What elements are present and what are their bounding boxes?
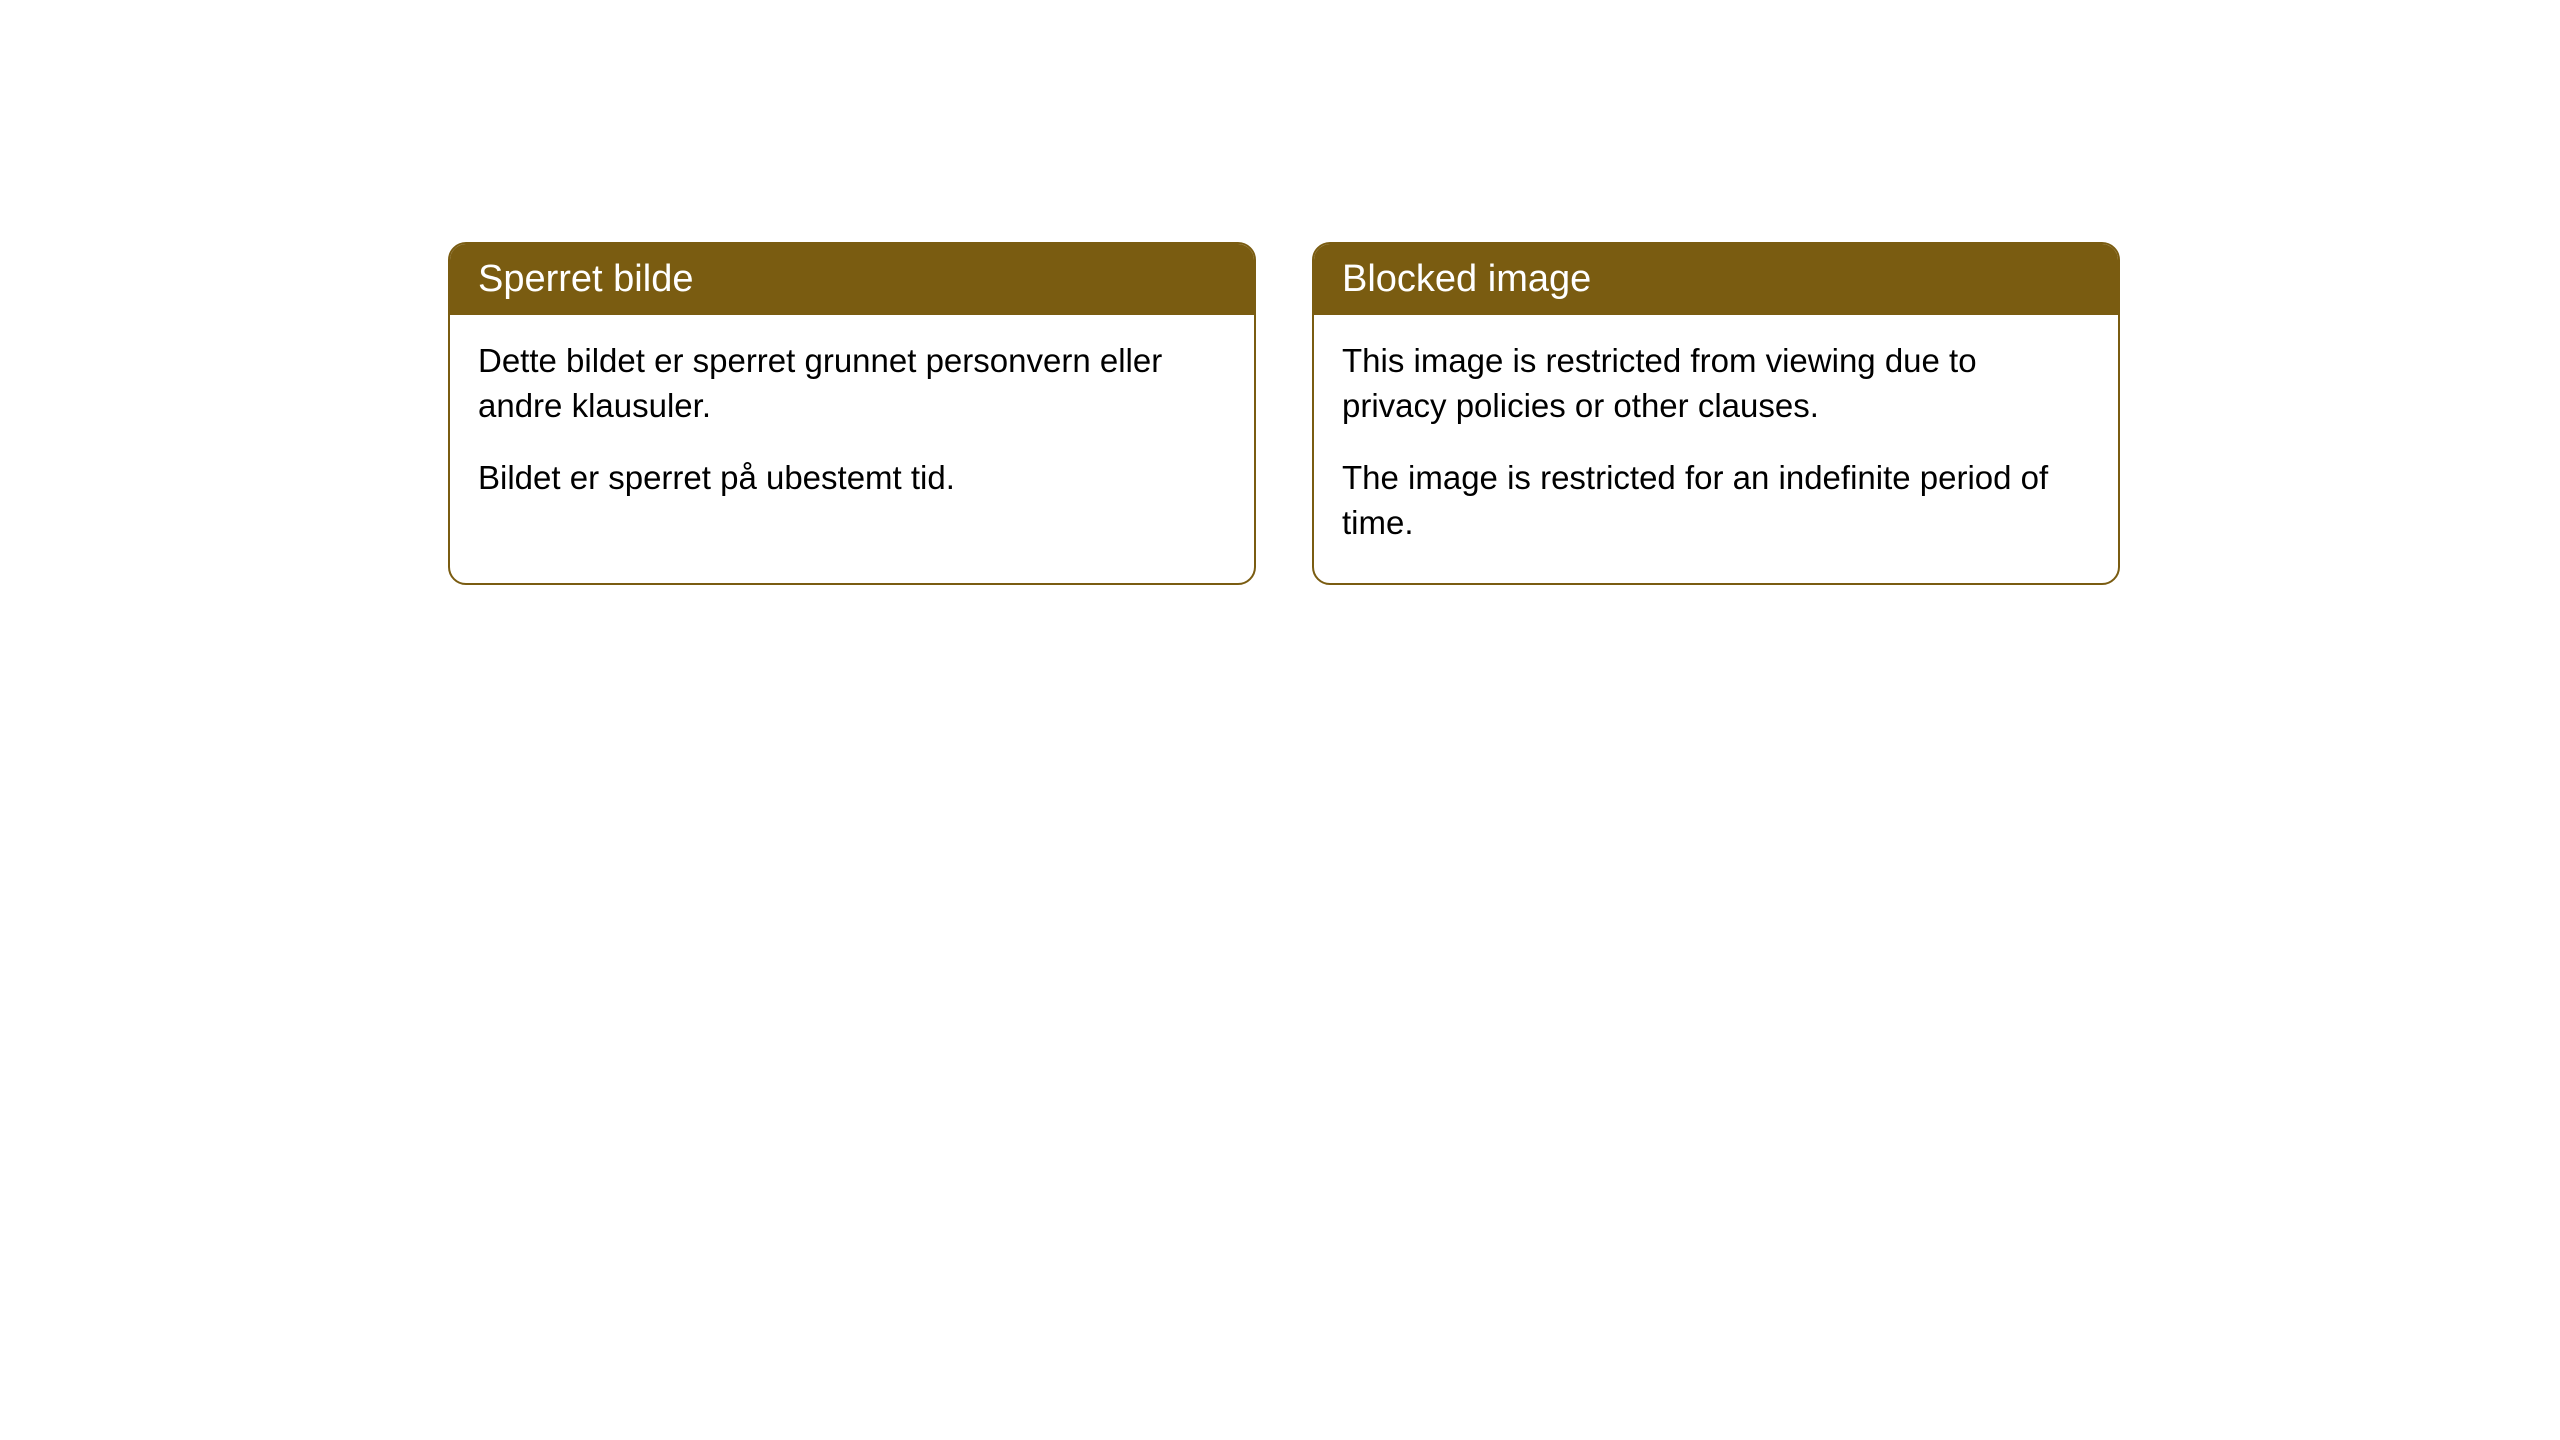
card-title: Sperret bilde [478,258,693,300]
blocked-image-card-norwegian: Sperret bilde Dette bildet er sperret gr… [448,242,1256,585]
card-header: Sperret bilde [450,244,1254,315]
card-paragraph-2: Bildet er sperret på ubestemt tid. [478,456,1226,501]
card-body: Dette bildet er sperret grunnet personve… [450,315,1254,539]
card-paragraph-1: Dette bildet er sperret grunnet personve… [478,339,1226,428]
card-paragraph-1: This image is restricted from viewing du… [1342,339,2090,428]
blocked-image-card-english: Blocked image This image is restricted f… [1312,242,2120,585]
card-header: Blocked image [1314,244,2118,315]
card-paragraph-2: The image is restricted for an indefinit… [1342,456,2090,545]
notice-cards-container: Sperret bilde Dette bildet er sperret gr… [448,242,2120,585]
card-title: Blocked image [1342,258,1591,300]
card-body: This image is restricted from viewing du… [1314,315,2118,583]
